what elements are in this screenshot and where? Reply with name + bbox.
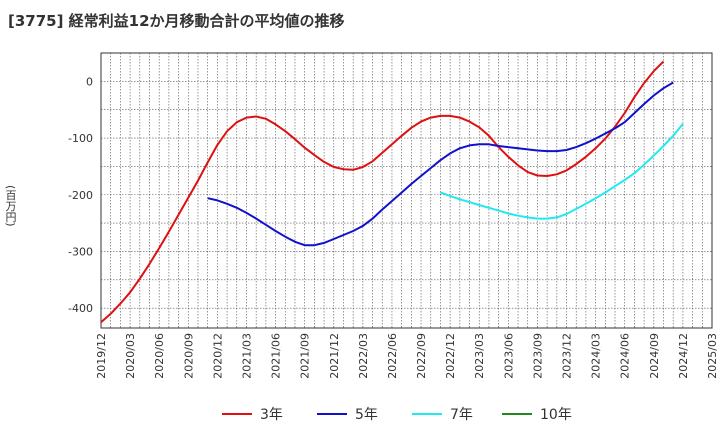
x-tick-label: 2019/12 — [95, 333, 108, 379]
x-tick-label: 2023/12 — [561, 333, 574, 379]
x-tick-label: 2025/03 — [706, 333, 719, 379]
legend: 3年 5年 7年 10年 — [222, 407, 572, 423]
y-tick-label: -400 — [68, 302, 93, 315]
legend-label: 10年 — [540, 407, 572, 423]
x-tick-label: 2023/06 — [502, 333, 515, 379]
series-group — [100, 60, 684, 324]
y-tick-label: -200 — [68, 189, 93, 202]
y-tick-label: -300 — [68, 245, 93, 258]
x-tick-label: 2022/12 — [444, 333, 457, 379]
x-tick-label: 2021/03 — [240, 333, 253, 379]
legend-label: 5年 — [355, 407, 378, 423]
series-line-7年 — [440, 123, 684, 220]
legend-label: 7年 — [450, 407, 473, 423]
x-tick-label: 2024/09 — [648, 333, 661, 379]
series-line-5年 — [207, 81, 674, 247]
x-tick-label: 2022/09 — [415, 333, 428, 379]
chart-title: [3775] 経常利益12か月移動合計の平均値の推移 — [8, 12, 345, 30]
y-axis: 0 -100 -200 -300 -400 — [68, 75, 93, 315]
x-tick-label: 2020/03 — [124, 333, 137, 379]
x-tick-label: 2023/09 — [531, 333, 544, 379]
x-axis: 2019/12 2020/03 2020/06 2020/09 2020/12 2021/… — [95, 333, 719, 379]
x-tick-label: 2020/12 — [211, 333, 224, 379]
x-tick-label: 2022/06 — [386, 333, 399, 379]
x-tick-label: 2024/12 — [677, 333, 690, 379]
x-tick-label: 2021/09 — [299, 333, 312, 379]
x-tick-label: 2020/06 — [153, 333, 166, 379]
x-tick-label: 2022/03 — [357, 333, 370, 379]
x-tick-label: 2023/03 — [473, 333, 486, 379]
y-tick-label: -100 — [68, 132, 93, 145]
plot-area — [100, 52, 713, 329]
y-axis-label: (百万円) — [4, 185, 17, 227]
x-tick-label: 2020/09 — [182, 333, 195, 379]
x-tick-label: 2021/06 — [270, 333, 283, 379]
legend-label: 3年 — [260, 407, 283, 423]
y-tick-label: 0 — [86, 75, 93, 88]
x-tick-label: 2024/06 — [619, 333, 632, 379]
series-line-3年 — [100, 60, 665, 324]
x-tick-label: 2024/03 — [590, 333, 603, 379]
x-tick-label: 2021/12 — [328, 333, 341, 379]
grid — [101, 53, 712, 328]
